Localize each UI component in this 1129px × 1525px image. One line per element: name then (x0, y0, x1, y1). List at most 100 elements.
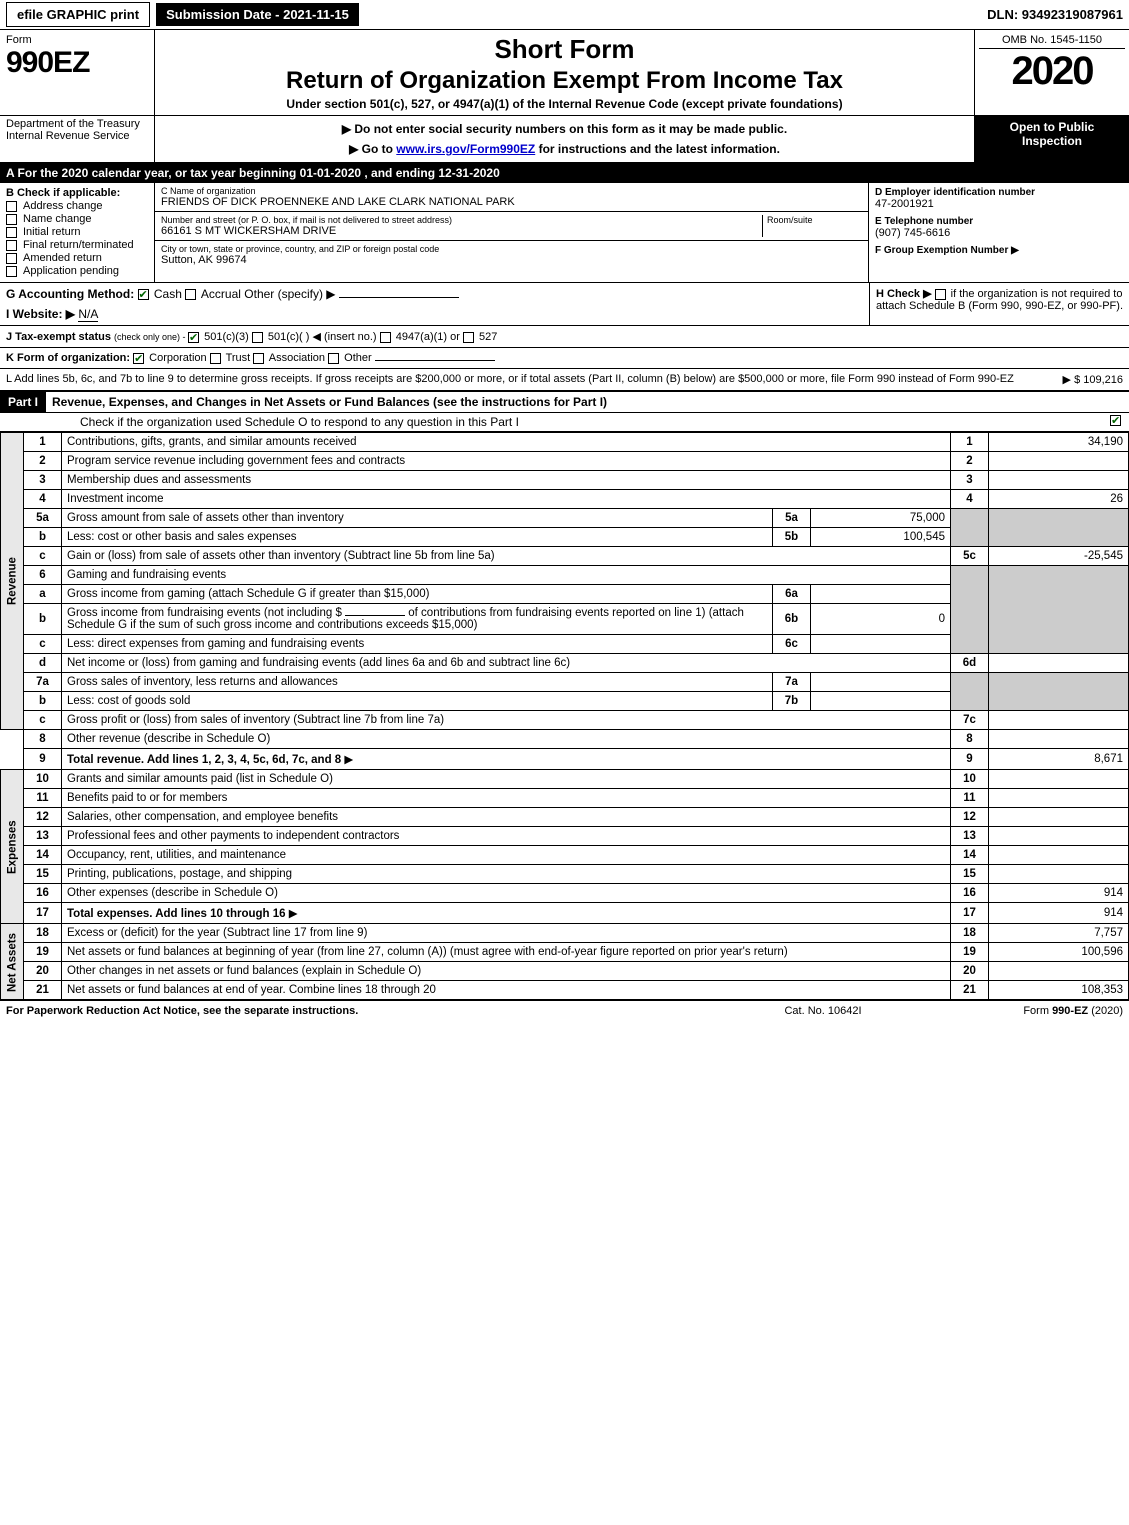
r19-num: 19 (24, 943, 62, 962)
r6b-sn: 6b (773, 604, 811, 635)
r6-val-grey (989, 566, 1129, 654)
section-b-title: B Check if applicable: (6, 187, 148, 199)
chk-name-change[interactable] (6, 214, 17, 225)
warning-goto-prefix: ▶ Go to (349, 142, 396, 156)
r16-desc: Other expenses (describe in Schedule O) (62, 884, 951, 903)
website-value: N/A (78, 307, 98, 322)
r5ab-val-grey (989, 509, 1129, 547)
line-j-small: (check only one) - (114, 332, 188, 342)
section-c: C Name of organization FRIENDS OF DICK P… (155, 183, 869, 282)
r7ab-ln-grey (951, 673, 989, 711)
r9-val: 8,671 (989, 749, 1129, 770)
org-name-label: C Name of organization (161, 186, 862, 196)
warning-goto-suffix: for instructions and the latest informat… (539, 142, 780, 156)
chk-corporation[interactable] (133, 353, 144, 364)
r13-ln: 13 (951, 827, 989, 846)
period-bar: A For the 2020 calendar year, or tax yea… (0, 163, 1129, 183)
r18-val: 7,757 (989, 924, 1129, 943)
other-specify-input[interactable] (339, 297, 459, 298)
r8-val (989, 730, 1129, 749)
form-title-cell: Short Form Return of Organization Exempt… (155, 30, 974, 115)
r3-num: 3 (24, 471, 62, 490)
form-header: Form 990EZ Short Form Return of Organiza… (0, 29, 1129, 116)
opt-501c: 501(c)( ) ◀ (insert no.) (268, 331, 377, 343)
tax-year: 2020 (979, 49, 1125, 94)
r6a-sn: 6a (773, 585, 811, 604)
r9-ln: 9 (951, 749, 989, 770)
footer-paperwork: For Paperwork Reduction Act Notice, see … (6, 1005, 723, 1017)
chk-schedule-b[interactable] (935, 289, 946, 300)
section-b: B Check if applicable: Address change Na… (0, 183, 155, 282)
chk-trust[interactable] (210, 353, 221, 364)
efile-print-btn[interactable]: efile GRAPHIC print (6, 2, 150, 27)
side-expenses: Expenses (1, 770, 24, 924)
r7c-ln: 7c (951, 711, 989, 730)
r5ab-ln-grey (951, 509, 989, 547)
info-grid: B Check if applicable: Address change Na… (0, 183, 1129, 283)
r20-desc: Other changes in net assets or fund bala… (62, 962, 951, 981)
r1-desc: Contributions, gifts, grants, and simila… (62, 433, 951, 452)
chk-other-org[interactable] (328, 353, 339, 364)
chk-accrual[interactable] (185, 289, 196, 300)
chk-schedule-o[interactable] (1110, 415, 1121, 426)
omb-number: OMB No. 1545-1150 (979, 34, 1125, 49)
opt-final-return: Final return/terminated (23, 239, 134, 251)
r10-val (989, 770, 1129, 789)
r5b-sv: 100,545 (811, 528, 951, 547)
chk-address-change[interactable] (6, 201, 17, 212)
chk-501c3[interactable] (188, 332, 199, 343)
footer: For Paperwork Reduction Act Notice, see … (0, 1000, 1129, 1021)
r14-ln: 14 (951, 846, 989, 865)
chk-501c[interactable] (252, 332, 263, 343)
r6b-desc: Gross income from fundraising events (no… (62, 604, 773, 635)
r7b-sn: 7b (773, 692, 811, 711)
other-org-input[interactable] (375, 360, 495, 361)
r6c-desc: Less: direct expenses from gaming and fu… (62, 635, 773, 654)
r7a-sv (811, 673, 951, 692)
r21-desc: Net assets or fund balances at end of ye… (62, 981, 951, 1000)
r6d-val (989, 654, 1129, 673)
footer-catno: Cat. No. 10642I (723, 1005, 923, 1017)
r20-num: 20 (24, 962, 62, 981)
r17-ln: 17 (951, 903, 989, 924)
room-label: Room/suite (767, 215, 862, 225)
year-cell: OMB No. 1545-1150 2020 (974, 30, 1129, 115)
line-h: H Check ▶ if the organization is not req… (869, 283, 1129, 325)
r9-num: 9 (24, 749, 62, 770)
r21-val: 108,353 (989, 981, 1129, 1000)
submission-date-btn[interactable]: Submission Date - 2021-11-15 (156, 3, 359, 26)
line-k-label: K Form of organization: (6, 352, 130, 364)
chk-amended-return[interactable] (6, 253, 17, 264)
r11-val (989, 789, 1129, 808)
chk-final-return[interactable] (6, 240, 17, 251)
r1-val: 34,190 (989, 433, 1129, 452)
irs-link[interactable]: www.irs.gov/Form990EZ (396, 142, 535, 156)
chk-cash[interactable] (138, 289, 149, 300)
r2-ln: 2 (951, 452, 989, 471)
r13-val (989, 827, 1129, 846)
r8-desc: Other revenue (describe in Schedule O) (62, 730, 951, 749)
r18-ln: 18 (951, 924, 989, 943)
r5a-desc: Gross amount from sale of assets other t… (62, 509, 773, 528)
r5a-sv: 75,000 (811, 509, 951, 528)
r7c-val (989, 711, 1129, 730)
r16-ln: 16 (951, 884, 989, 903)
form-number: 990EZ (6, 46, 148, 80)
r6c-sn: 6c (773, 635, 811, 654)
form-number-cell: Form 990EZ (0, 30, 155, 115)
chk-association[interactable] (253, 353, 264, 364)
line-j: J Tax-exempt status (check only one) - 5… (0, 326, 1129, 348)
chk-527[interactable] (463, 332, 474, 343)
r4-val: 26 (989, 490, 1129, 509)
chk-initial-return[interactable] (6, 227, 17, 238)
dept-label: Department of the Treasury Internal Reve… (0, 116, 155, 162)
chk-application-pending[interactable] (6, 266, 17, 277)
line-g: G Accounting Method: Cash Accrual Other … (0, 283, 869, 325)
r18-desc: Excess or (deficit) for the year (Subtra… (62, 924, 951, 943)
opt-4947: 4947(a)(1) or (396, 331, 460, 343)
r10-num: 10 (24, 770, 62, 789)
r6b-amount-input[interactable] (345, 615, 405, 616)
sub-title: Under section 501(c), 527, or 4947(a)(1)… (163, 97, 966, 111)
footer-form: Form 990-EZ (2020) (923, 1005, 1123, 1017)
chk-4947[interactable] (380, 332, 391, 343)
